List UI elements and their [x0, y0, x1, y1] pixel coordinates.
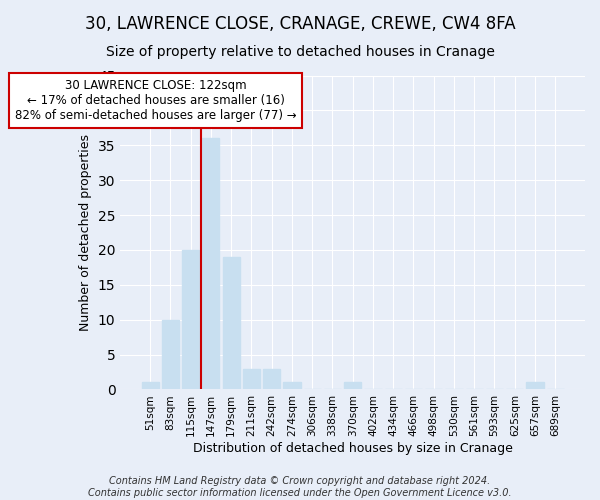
Bar	[202, 138, 220, 390]
Text: Contains HM Land Registry data © Crown copyright and database right 2024.
Contai: Contains HM Land Registry data © Crown c…	[88, 476, 512, 498]
Bar	[283, 382, 301, 390]
Bar	[142, 382, 159, 390]
Bar	[263, 368, 280, 390]
Text: 30 LAWRENCE CLOSE: 122sqm
← 17% of detached houses are smaller (16)
82% of semi-: 30 LAWRENCE CLOSE: 122sqm ← 17% of detac…	[15, 79, 296, 122]
Text: 30, LAWRENCE CLOSE, CRANAGE, CREWE, CW4 8FA: 30, LAWRENCE CLOSE, CRANAGE, CREWE, CW4 …	[85, 15, 515, 33]
Bar	[162, 320, 179, 390]
Bar	[243, 368, 260, 390]
Bar	[344, 382, 361, 390]
Text: Size of property relative to detached houses in Cranage: Size of property relative to detached ho…	[106, 45, 494, 59]
Bar	[223, 257, 240, 390]
Y-axis label: Number of detached properties: Number of detached properties	[79, 134, 92, 331]
X-axis label: Distribution of detached houses by size in Cranage: Distribution of detached houses by size …	[193, 442, 512, 455]
Bar	[526, 382, 544, 390]
Bar	[182, 250, 199, 390]
